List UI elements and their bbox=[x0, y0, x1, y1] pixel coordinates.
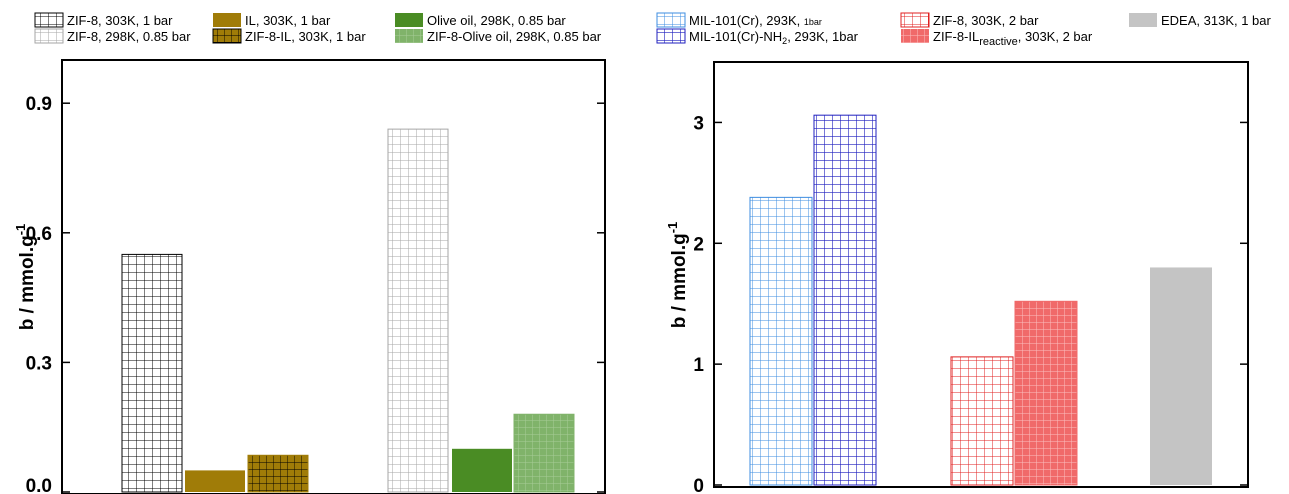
legend-label: ZIF-8, 298K, 0.85 bar bbox=[67, 29, 191, 44]
chart-right: 0 1 2 3 b / mmol.g-1 bbox=[665, 61, 1249, 494]
legend-label-main: MIL-101(Cr)-NH bbox=[689, 29, 782, 44]
legend-swatch bbox=[656, 28, 686, 44]
legend-label: ZIF-8-IL, 303K, 1 bar bbox=[245, 29, 366, 44]
bar bbox=[1150, 267, 1212, 485]
legend-swatch bbox=[212, 28, 242, 44]
legend-label: IL, 303K, 1 bar bbox=[245, 13, 331, 28]
bar bbox=[247, 454, 309, 493]
y-axis: 0 1 2 3 bbox=[693, 113, 1248, 494]
y-tick-label: 0.6 bbox=[26, 224, 52, 245]
y-tick-label: 0 bbox=[693, 476, 704, 494]
legend-label-tail: , 303K, 2 bar bbox=[1018, 29, 1093, 44]
legend-label-sub: reactive bbox=[979, 36, 1018, 48]
bar bbox=[813, 114, 877, 486]
y-tick-label: 1 bbox=[693, 355, 704, 376]
legend-swatch bbox=[656, 12, 686, 28]
legend-label: EDEA, 313K, 1 bar bbox=[1161, 13, 1272, 28]
legend-swatch bbox=[395, 29, 423, 43]
legend-item: ZIF-8, 303K, 2 bar bbox=[900, 12, 1039, 28]
legend-item: EDEA, 313K, 1 bar bbox=[1129, 13, 1272, 28]
y-tick-label: 0.0 bbox=[26, 476, 52, 494]
legend-item: ZIF-8, 303K, 1 bar bbox=[34, 12, 173, 28]
legend-item: ZIF-8-ILreactive, 303K, 2 bar bbox=[901, 29, 1093, 48]
y-tick-label: 0.9 bbox=[26, 94, 52, 115]
legend-label-main: MIL-101(Cr), 293K, bbox=[689, 13, 804, 28]
bar bbox=[185, 470, 245, 492]
legend-label-tail: , 293K, 1bar bbox=[787, 29, 858, 44]
legend-item: ZIF-8-Olive oil, 298K, 0.85 bar bbox=[395, 29, 602, 44]
legend-swatch bbox=[34, 28, 64, 44]
legend-label: MIL-101(Cr), 293K, 1bar bbox=[689, 13, 822, 28]
y-axis: 0.0 0.3 0.6 0.9 bbox=[26, 94, 605, 494]
y-axis-label: b / mmol.g-1 bbox=[665, 222, 690, 329]
legend-swatch bbox=[900, 12, 930, 28]
legend-swatch bbox=[1129, 13, 1157, 27]
legend-item: MIL-101(Cr)-NH2, 293K, 1bar bbox=[656, 28, 859, 46]
legend-item: ZIF-8, 298K, 0.85 bar bbox=[34, 28, 191, 44]
bar bbox=[749, 196, 813, 486]
legend-label: ZIF-8-Olive oil, 298K, 0.85 bar bbox=[427, 29, 602, 44]
y-axis-label-main: b / mmol.g bbox=[669, 233, 690, 328]
bar bbox=[121, 253, 183, 493]
y-axis-label-main: b / mmol.g bbox=[17, 235, 38, 330]
bar bbox=[452, 448, 512, 492]
legend-swatch bbox=[901, 29, 929, 43]
y-tick-label: 3 bbox=[693, 113, 704, 134]
y-tick-label: 2 bbox=[693, 234, 704, 255]
legend-swatch bbox=[213, 13, 241, 27]
bar bbox=[387, 128, 449, 493]
legend-label: Olive oil, 298K, 0.85 bar bbox=[427, 13, 566, 28]
y-axis-label-superscript: -1 bbox=[13, 224, 28, 236]
legend-item: MIL-101(Cr), 293K, 1bar bbox=[656, 12, 822, 28]
legend-swatch bbox=[34, 12, 64, 28]
legend-label: MIL-101(Cr)-NH2, 293K, 1bar bbox=[689, 29, 859, 46]
bar bbox=[950, 356, 1014, 486]
legend-label: ZIF-8, 303K, 2 bar bbox=[933, 13, 1039, 28]
legend-item: ZIF-8-IL, 303K, 1 bar bbox=[212, 28, 366, 44]
legend-swatch bbox=[395, 13, 423, 27]
legend-right: MIL-101(Cr), 293K, 1bar ZIF-8, 303K, 2 b… bbox=[656, 12, 1272, 48]
bars bbox=[121, 128, 575, 493]
plot-frame bbox=[61, 59, 606, 494]
plot-frame bbox=[713, 61, 1249, 488]
bar bbox=[513, 413, 575, 493]
legend-item: IL, 303K, 1 bar bbox=[213, 13, 331, 28]
y-axis-label: b / mmol.g-1 bbox=[13, 224, 38, 331]
legend-item: Olive oil, 298K, 0.85 bar bbox=[395, 13, 566, 28]
legend-label-sub: 2 bbox=[782, 36, 787, 46]
legend-label-main: ZIF-8-IL bbox=[933, 29, 979, 44]
legend-label: ZIF-8-ILreactive, 303K, 2 bar bbox=[933, 29, 1093, 48]
y-axis-label-superscript: -1 bbox=[665, 222, 680, 234]
bars bbox=[749, 114, 1212, 486]
legend-label: ZIF-8, 303K, 1 bar bbox=[67, 13, 173, 28]
chart-left: 0.0 0.3 0.6 0.9 b / mmol.g-1 bbox=[13, 59, 606, 494]
legend-left: ZIF-8, 303K, 1 bar IL, 303K, 1 bar Olive… bbox=[34, 12, 602, 44]
bar bbox=[1014, 300, 1078, 486]
y-tick-label: 0.3 bbox=[26, 353, 52, 374]
legend-label-sub: 1bar bbox=[804, 17, 822, 27]
